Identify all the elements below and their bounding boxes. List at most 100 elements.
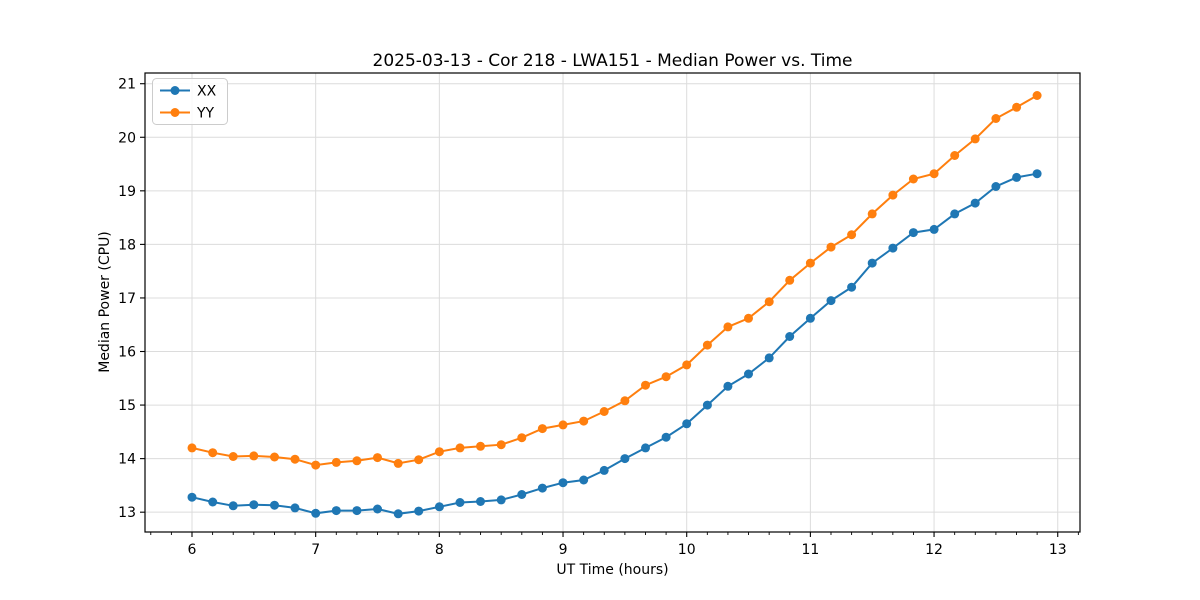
data-point-xx (785, 332, 795, 341)
data-point-yy (476, 441, 485, 451)
data-point-yy (373, 453, 382, 463)
data-point-yy (785, 275, 795, 285)
y-tick-label: 19 (118, 184, 136, 200)
data-point-yy (908, 174, 918, 184)
data-point-yy (888, 190, 898, 200)
data-point-xx (950, 209, 960, 219)
data-point-yy (414, 455, 424, 465)
chart-title: 2025-03-13 - Cor 218 - LWA151 - Median P… (373, 51, 853, 71)
y-tick-label: 20 (118, 130, 136, 146)
x-tick-label: 12 (925, 542, 943, 558)
data-point-yy (208, 448, 218, 458)
data-point-xx (805, 313, 815, 323)
data-point-yy (826, 242, 836, 252)
gridlines-layer (145, 73, 1080, 532)
x-tick-label: 6 (188, 542, 197, 558)
data-point-xx (352, 506, 362, 516)
data-point-yy (331, 457, 341, 467)
data-point-xx (1012, 172, 1022, 182)
x-tick-label: 9 (559, 542, 568, 558)
y-tick-label: 13 (118, 505, 136, 521)
data-point-yy (744, 313, 753, 323)
data-point-yy (558, 420, 568, 430)
data-point-xx (249, 500, 259, 510)
legend-marker-yy (170, 108, 180, 117)
legend-box (152, 78, 228, 125)
data-point-xx (579, 475, 589, 485)
data-point-xx (826, 296, 836, 306)
data-point-xx (867, 258, 877, 268)
data-point-xx (929, 224, 939, 234)
series-line-yy (191, 94, 1038, 467)
y-tick-label: 15 (118, 398, 136, 414)
data-point-yy (847, 230, 857, 240)
data-point-yy (249, 451, 259, 461)
data-point-xx (270, 500, 279, 510)
data-point-yy (1032, 91, 1042, 100)
data-point-yy (682, 360, 692, 370)
data-point-xx (908, 228, 918, 238)
data-point-xx (476, 497, 485, 506)
data-point-yy (950, 151, 960, 160)
data-point-xx (970, 198, 980, 208)
data-point-xx (496, 495, 506, 505)
y-tick-label: 18 (118, 237, 136, 253)
data-point-xx (991, 182, 1001, 191)
data-point-xx (661, 432, 671, 442)
data-point-xx (558, 478, 568, 488)
data-point-xx (888, 243, 898, 253)
data-point-yy (434, 447, 444, 457)
data-point-xx (702, 400, 712, 410)
y-axis-label: Median Power (CPU) (97, 231, 113, 373)
data-point-yy (661, 372, 671, 382)
data-point-yy (929, 169, 939, 179)
y-tick-label: 21 (118, 77, 136, 93)
data-point-yy (805, 258, 815, 268)
data-point-xx (290, 503, 300, 513)
data-point-yy (641, 380, 650, 390)
data-point-yy (393, 458, 403, 468)
data-point-xx (641, 443, 650, 453)
x-axis-label: UT Time (hours) (556, 562, 668, 578)
legend-item-yy: YY (160, 106, 215, 122)
data-point-yy (764, 297, 774, 307)
data-point-xx (311, 508, 321, 518)
y-tick-label: 17 (118, 291, 136, 307)
data-point-yy (620, 396, 630, 406)
data-point-xx (331, 506, 341, 516)
data-point-yy (970, 134, 980, 144)
data-point-xx (744, 369, 753, 379)
data-point-xx (393, 509, 403, 519)
legend-label-yy: YY (196, 106, 215, 122)
data-point-xx (723, 381, 733, 391)
y-tick-label: 16 (118, 345, 136, 361)
data-point-yy (867, 209, 877, 219)
data-point-yy (579, 416, 589, 426)
data-point-xx (187, 492, 197, 502)
data-point-yy (537, 424, 547, 434)
data-point-xx (434, 502, 444, 512)
data-point-yy (496, 440, 506, 450)
data-point-xx (228, 501, 238, 511)
data-point-yy (702, 340, 712, 350)
data-point-yy (517, 433, 527, 443)
data-point-yy (311, 460, 321, 470)
data-point-yy (455, 443, 465, 453)
data-point-xx (517, 490, 527, 499)
data-point-yy (290, 454, 300, 464)
data-point-yy (1012, 102, 1022, 112)
legend-label-xx: XX (197, 84, 217, 100)
data-point-xx (537, 483, 547, 493)
x-tick-label: 11 (801, 542, 819, 558)
x-tick-label: 10 (678, 542, 696, 558)
data-point-xx (764, 353, 774, 363)
x-tick-label: 8 (435, 542, 444, 558)
data-point-xx (1032, 169, 1042, 179)
data-point-xx (414, 506, 424, 516)
data-point-yy (599, 407, 609, 416)
data-point-yy (187, 443, 197, 453)
x-tick-label: 13 (1049, 542, 1067, 558)
data-point-yy (723, 322, 733, 332)
